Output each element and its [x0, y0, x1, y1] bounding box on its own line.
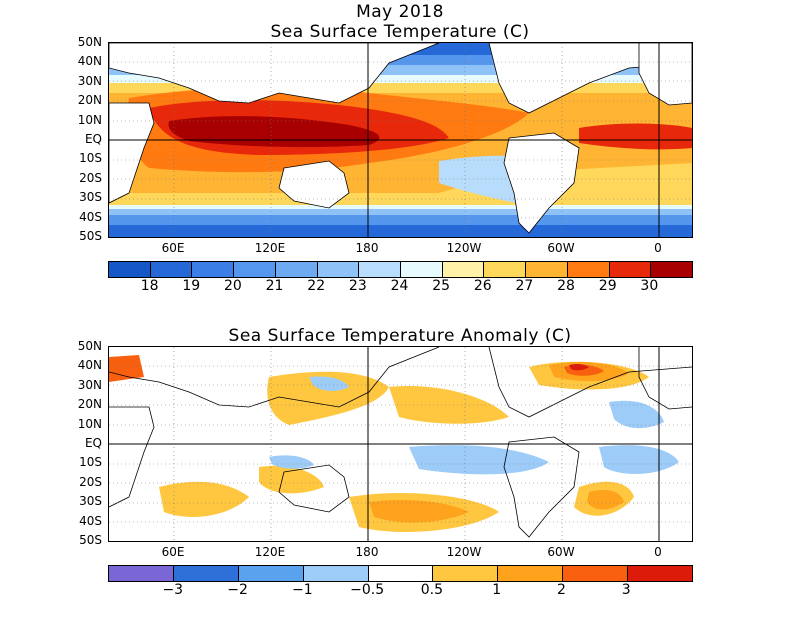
anomaly-lat-label: 30N [77, 377, 102, 392]
sst-colorbar-color-box [109, 262, 151, 277]
sst-lat-label: 30N [77, 73, 102, 88]
sst-lat-label: 20N [77, 93, 102, 108]
anomaly-lat-label: 50S [79, 533, 102, 547]
sst-colorbar-color-box [651, 262, 693, 277]
anomaly-colorbar-color-box [628, 566, 693, 581]
sst-lat-label: 10N [77, 112, 102, 127]
sst-lon-label: 0 [654, 241, 662, 255]
anomaly-lon-label: 60W [547, 545, 575, 559]
sst-colorbar-color-box [150, 262, 193, 277]
anomaly-colorbar-color-box [238, 566, 304, 581]
anomaly-lat-label: EQ [84, 436, 102, 450]
sst-lon-label: 120W [446, 241, 482, 255]
sst-lon-label: 60W [547, 241, 575, 255]
sst-colorbar-color-box [442, 262, 485, 277]
anomaly-lat-label: 10S [79, 455, 102, 470]
month-title: May 2018 [356, 2, 444, 22]
anomaly-lat-label: 30S [79, 494, 102, 509]
anomaly-colorbar-color-box [433, 566, 499, 581]
anomaly-lat-label: 20N [77, 397, 102, 412]
sst-lat-label: 30S [79, 190, 102, 205]
sst-colorbar-color-box [401, 262, 443, 277]
anomaly-colorbar [108, 565, 693, 582]
sst-colorbar-tick-label: 28 [557, 278, 575, 294]
sst-colorbar-tick-label: 19 [182, 278, 201, 294]
sst-lon-label: 120E [254, 241, 286, 255]
anomaly-colorbar-tick-label: −2 [227, 582, 248, 598]
sst-colorbar-tick-label: 30 [640, 278, 659, 294]
anomaly-colorbar-tick-label: −0.5 [350, 582, 385, 598]
sst-map [108, 42, 693, 238]
sst-colorbar-color-box [234, 262, 276, 277]
sst-colorbar-color-box [275, 262, 318, 277]
anomaly-colorbar-color-box [109, 566, 174, 581]
sst-lat-label: 50N [77, 35, 102, 49]
anomaly-colorbar-color-box [303, 566, 369, 581]
anomaly-colorbar-color-box [563, 566, 629, 581]
anomaly-lat-label: 50N [77, 339, 102, 353]
sst-colorbar-color-box [484, 262, 527, 277]
sst-colorbar-tick-label: 22 [307, 278, 326, 294]
sst-colorbar-color-box [567, 262, 610, 277]
sst-colorbar-tick-label: 21 [265, 278, 284, 294]
sst-lat-label: 40N [77, 54, 102, 69]
sst-colorbar-color-box [192, 262, 235, 277]
anomaly-lon-label: 0 [654, 545, 662, 559]
anomaly-colorbar-color-box [173, 566, 239, 581]
sst-colorbar-tick-label: 25 [432, 278, 451, 294]
sst-colorbar-tick-label: 20 [224, 278, 242, 294]
sst-lat-label: 10S [79, 151, 102, 166]
sst-colorbar-color-box [609, 262, 652, 277]
sst-colorbar [108, 261, 693, 278]
sst-title: Sea Surface Temperature (C) [270, 22, 530, 42]
anomaly-title: Sea Surface Temperature Anomaly (C) [228, 326, 572, 346]
anomaly-colorbar-tick-label: 3 [621, 582, 631, 598]
sst-colorbar-color-box [317, 262, 360, 277]
sst-lat-label: 40S [79, 209, 102, 224]
anomaly-lat-label: 40S [79, 513, 102, 528]
sst-colorbar-tick-label: 23 [348, 278, 367, 294]
sst-colorbar-tick-label: 27 [515, 278, 534, 294]
sst-colorbar-tick-label: 26 [473, 278, 492, 294]
anomaly-lat-label: 40N [77, 358, 102, 373]
anomaly-lon-label: 180 [355, 545, 379, 559]
anomaly-lon-label: 60E [161, 545, 185, 559]
anomaly-colorbar-tick-label: −1 [292, 582, 313, 598]
anomaly-colorbar-color-box [368, 566, 434, 581]
anomaly-lon-label: 120E [254, 545, 286, 559]
anomaly-colorbar-tick-label: 2 [556, 582, 566, 598]
sst-colorbar-tick-label: 29 [598, 278, 617, 294]
sst-colorbar-color-box [526, 262, 568, 277]
anomaly-map [108, 346, 693, 542]
sst-colorbar-tick-label: 24 [390, 278, 409, 294]
anomaly-lon-label: 120W [446, 545, 482, 559]
anomaly-colorbar-color-box [498, 566, 564, 581]
anomaly-colorbar-tick-label: −3 [162, 582, 184, 598]
anomaly-colorbar-tick-label: 1 [492, 582, 502, 598]
sst-lon-label: 180 [355, 241, 379, 255]
anomaly-lat-label: 20S [79, 474, 102, 489]
sst-lat-label: 50S [79, 229, 102, 243]
sst-colorbar-color-box [359, 262, 402, 277]
sst-lon-label: 60E [161, 241, 185, 255]
anomaly-colorbar-tick-label: 0.5 [420, 582, 443, 598]
anomaly-lat-label: 10N [77, 416, 102, 431]
sst-lat-label: 20S [79, 170, 102, 185]
sst-lat-label: EQ [84, 132, 102, 146]
sst-colorbar-tick-label: 18 [140, 278, 159, 294]
